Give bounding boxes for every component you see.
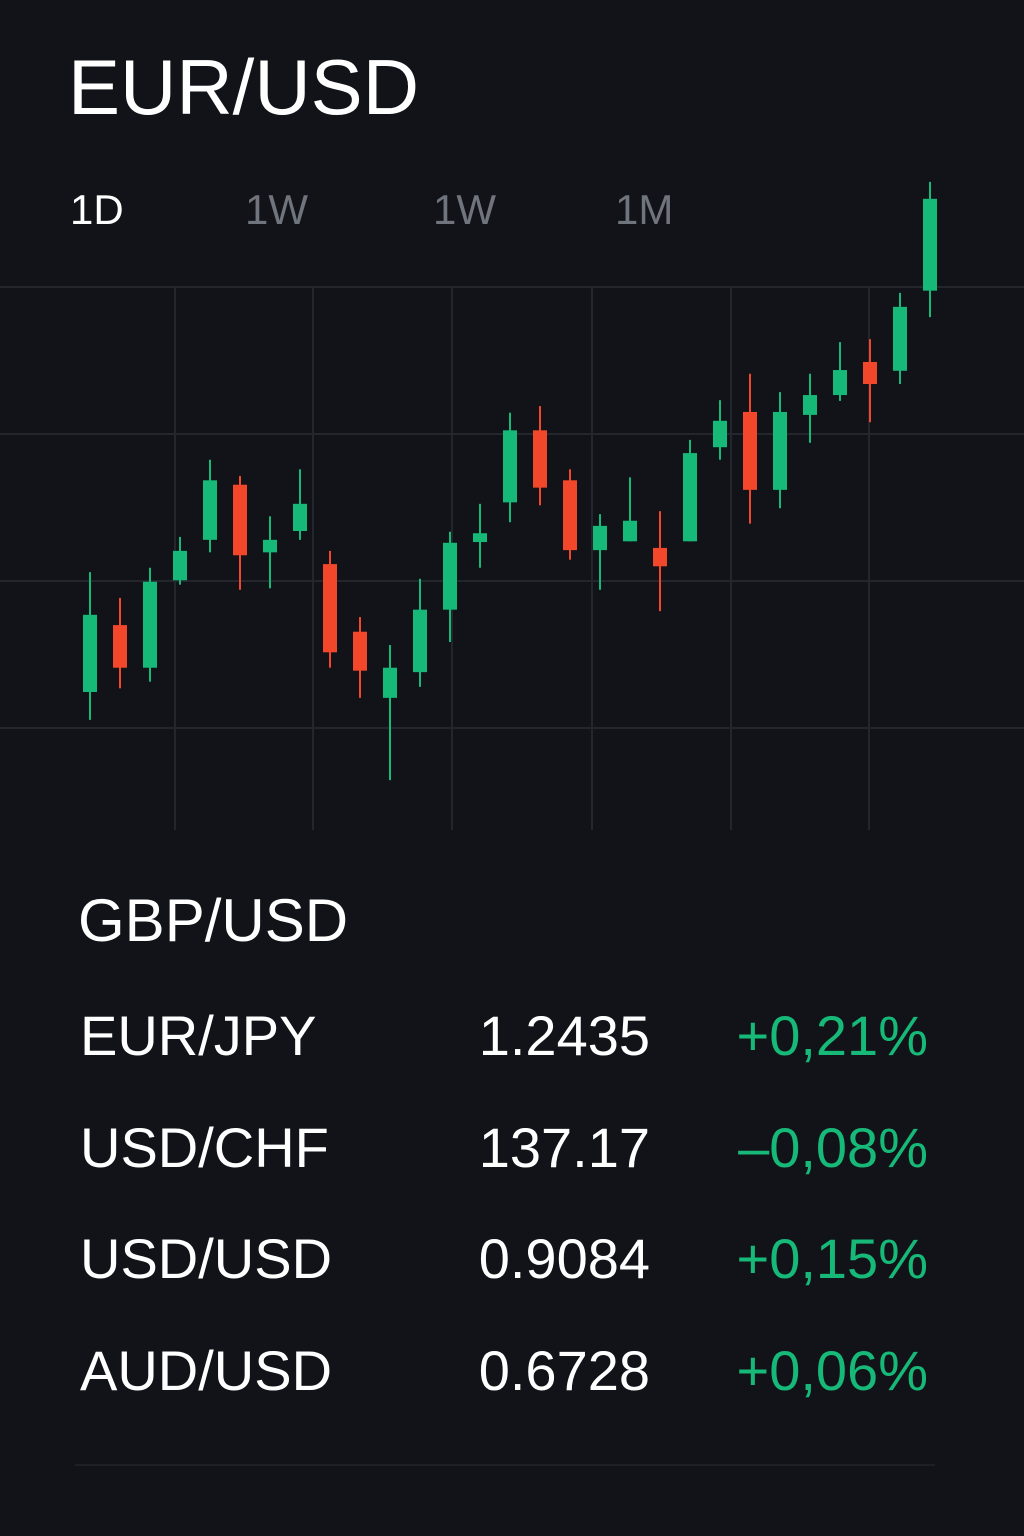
watchlist-row[interactable]: EUR/JPY 1.2435 +0,21% bbox=[0, 1003, 1024, 1073]
candle-body bbox=[173, 550, 187, 581]
watchlist-row[interactable]: USD/CHF 137.17 –0,08% bbox=[0, 1115, 1024, 1185]
candlestick-chart bbox=[0, 181, 1024, 830]
candle-body bbox=[683, 453, 697, 542]
pair-name: USD/CHF bbox=[80, 1116, 329, 1179]
candle-body bbox=[233, 484, 247, 556]
pair-name: AUD/USD bbox=[80, 1339, 333, 1402]
change-percent: +0,21% bbox=[736, 1004, 929, 1067]
candle-body bbox=[743, 411, 757, 490]
candle-body bbox=[473, 533, 487, 543]
candle-body bbox=[923, 198, 937, 291]
timeframe-tab[interactable]: 1D bbox=[70, 186, 124, 233]
candle-body bbox=[293, 503, 307, 532]
watchlist-title[interactable]: GBP/USD bbox=[78, 887, 349, 954]
price: 1.2435 bbox=[478, 1004, 650, 1067]
candle-body bbox=[533, 430, 547, 488]
candle-body bbox=[593, 525, 607, 551]
candle-body bbox=[833, 370, 847, 396]
price: 137.17 bbox=[478, 1116, 650, 1179]
candle-body bbox=[773, 411, 787, 490]
candle-body bbox=[863, 361, 877, 385]
candle-body bbox=[383, 667, 397, 698]
candle-body bbox=[323, 564, 337, 653]
timeframe-tab[interactable]: 1W bbox=[433, 186, 496, 233]
pair-name: USD/USD bbox=[80, 1227, 333, 1290]
change-percent: +0,15% bbox=[736, 1227, 929, 1290]
candle-body bbox=[893, 306, 907, 371]
change-percent: –0,08% bbox=[738, 1116, 928, 1179]
change-percent: +0,06% bbox=[736, 1339, 929, 1402]
vertical-grid bbox=[174, 287, 870, 830]
candle-body bbox=[83, 614, 97, 692]
candle-body bbox=[143, 581, 157, 668]
timeframe-tab[interactable]: 1W bbox=[245, 186, 308, 233]
pair-title: EUR/USD bbox=[68, 43, 420, 131]
watchlist-row[interactable]: AUD/USD 0.6728 +0,06% bbox=[0, 1338, 1024, 1408]
candle-body bbox=[203, 480, 217, 540]
candle-body bbox=[113, 625, 127, 668]
candle-body bbox=[443, 542, 457, 610]
candle-body bbox=[803, 395, 817, 415]
candle-body bbox=[653, 547, 667, 567]
timeframe-tab[interactable]: 1M bbox=[615, 186, 674, 233]
candle-body bbox=[413, 609, 427, 673]
pair-name: EUR/JPY bbox=[80, 1004, 317, 1067]
candle-body bbox=[623, 520, 637, 542]
watchlist-row[interactable]: USD/USD 0.9084 +0,15% bbox=[0, 1226, 1024, 1296]
candle-body bbox=[563, 480, 577, 551]
candle-body bbox=[713, 420, 727, 448]
price: 0.6728 bbox=[478, 1339, 650, 1402]
candle-body bbox=[353, 631, 367, 671]
divider bbox=[75, 1464, 935, 1466]
candle-body bbox=[263, 539, 277, 553]
candle-body bbox=[503, 430, 517, 503]
price: 0.9084 bbox=[478, 1227, 650, 1290]
